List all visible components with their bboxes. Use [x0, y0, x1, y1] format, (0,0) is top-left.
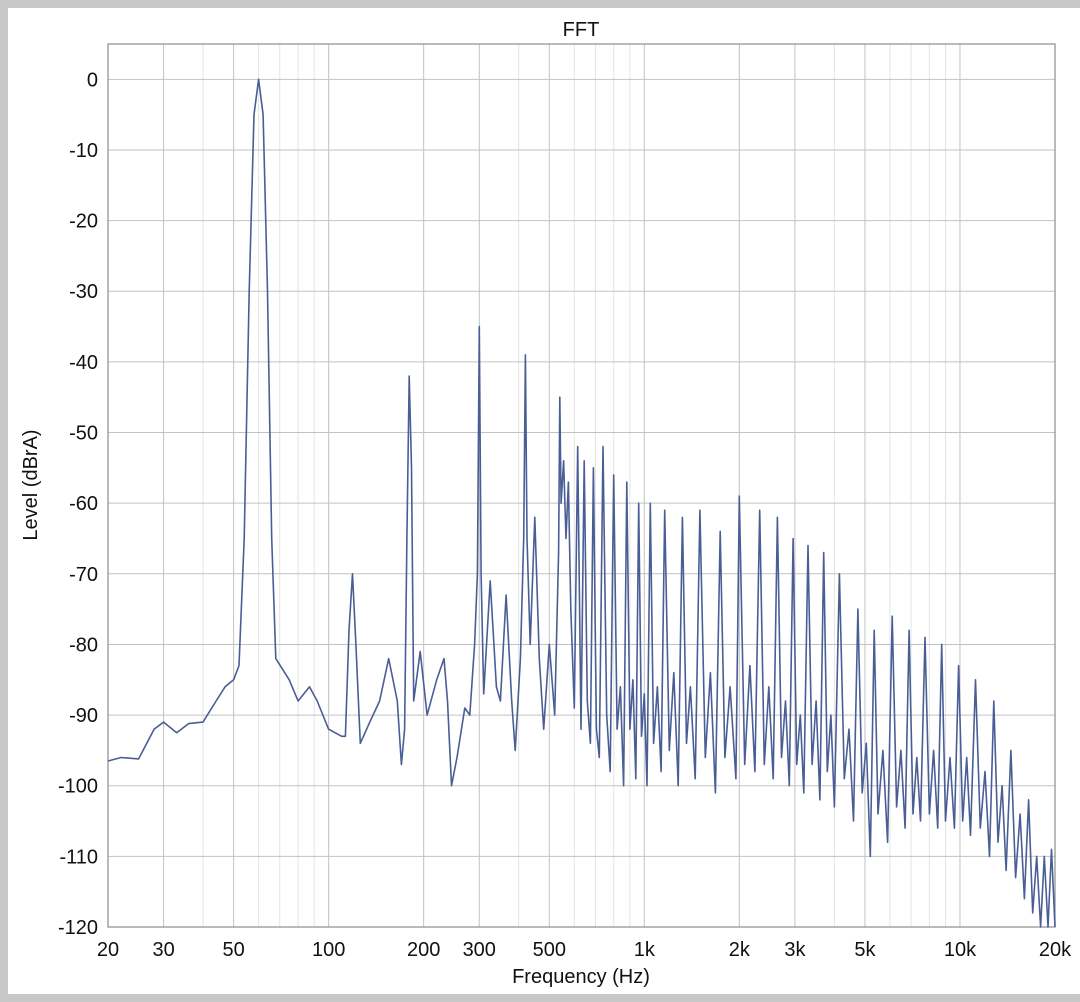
x-tick-label: 20: [97, 939, 119, 961]
x-tick-label: 3k: [784, 939, 806, 961]
chart-title: FFT: [563, 19, 600, 41]
y-tick-label: -40: [69, 352, 98, 374]
x-tick-label: 300: [463, 939, 496, 961]
y-tick-label: -20: [69, 211, 98, 233]
window-frame-top: [0, 0, 1080, 8]
x-tick-label: 50: [222, 939, 244, 961]
x-tick-label: 200: [407, 939, 440, 961]
x-tick-label: 20k: [1039, 939, 1072, 961]
x-tick-label: 1k: [634, 939, 656, 961]
y-tick-label: -50: [69, 423, 98, 445]
y-tick-label: -110: [59, 846, 98, 868]
y-tick-label: -120: [58, 917, 98, 939]
window-frame-bottom: [0, 994, 1080, 1002]
y-tick-label: -10: [69, 140, 98, 162]
minor-gridlines: [202, 44, 947, 927]
y-tick-label: -70: [69, 564, 98, 586]
plot-area-border: [107, 43, 1056, 928]
x-tick-label: 2k: [729, 939, 751, 961]
y-tick-label: -90: [69, 705, 98, 727]
x-tick-label: 100: [312, 939, 345, 961]
x-tick-label: 5k: [854, 939, 876, 961]
y-tick-label: 0: [87, 69, 98, 91]
y-axis-title: Level (dBrA): [20, 429, 42, 540]
y-tick-labels: 0 -10 -20 -30 -40 -50 -60 -70 -80 -90 -100 -110 -120: [58, 69, 98, 939]
x-tick-label: 10k: [944, 939, 977, 961]
x-axis-title: Frequency (Hz): [512, 966, 650, 988]
x-tick-label: 500: [533, 939, 566, 961]
x-tick-labels: 20 30 50 100 200 300 500 1k 2k 3k 5k 10k 20k: [97, 939, 1072, 961]
y-tick-label: -100: [58, 776, 98, 798]
x-tick-label: 30: [152, 939, 174, 961]
y-tick-label: -30: [69, 281, 98, 303]
fft-series-line: [107, 78, 1056, 928]
window-frame-left: [0, 0, 8, 1002]
y-tick-label: -80: [69, 634, 98, 656]
y-tick-label: -60: [69, 493, 98, 515]
